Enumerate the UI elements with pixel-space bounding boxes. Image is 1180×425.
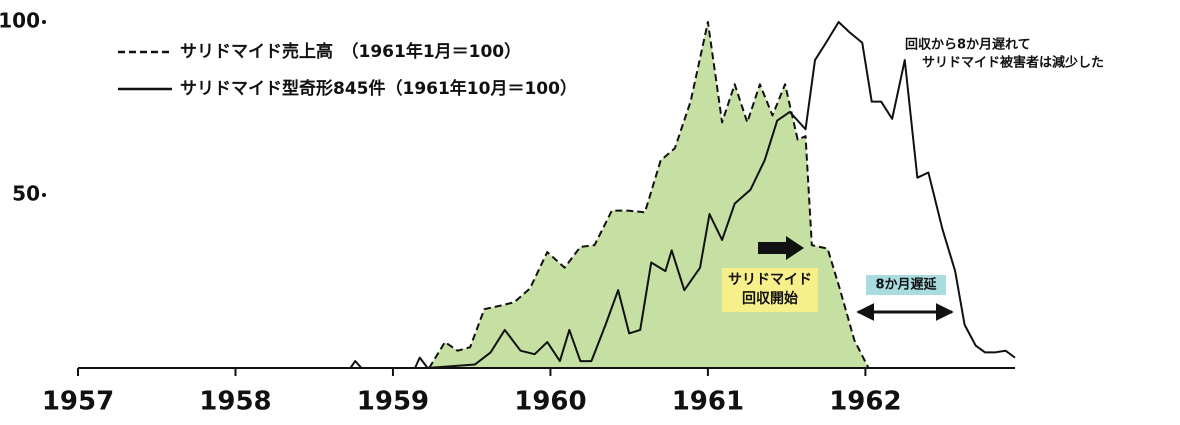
x-tick-label: 1958	[199, 387, 271, 417]
y-tick	[42, 20, 46, 24]
annotation-box	[722, 268, 818, 312]
sales-area	[429, 22, 869, 368]
annotation: サリドマイド被害者は減少した	[922, 55, 1104, 71]
arrow	[758, 236, 804, 260]
annotation-box	[866, 275, 946, 295]
annotation: 回収開始	[742, 290, 798, 307]
y-tick-label: 100	[0, 9, 40, 33]
y-tick-label: 50	[12, 182, 40, 206]
x-tick-label: 1959	[357, 387, 429, 417]
x-tick-label: 1961	[672, 387, 744, 417]
legend-label: サリドマイド型奇形845件（1961年10月＝100）	[180, 78, 577, 99]
series-line	[428, 21, 870, 369]
legend-label: サリドマイド売上高 （1961年1月＝100）	[180, 41, 521, 62]
x-tick-label: 1960	[514, 387, 586, 417]
annotation: 8か月遅延	[875, 277, 937, 293]
annotation: サリドマイド	[728, 272, 812, 288]
y-tick	[42, 193, 46, 197]
x-tick-label: 1957	[42, 387, 114, 417]
x-tick-label: 1962	[829, 387, 901, 417]
annotation: 回収から8か月遅れて	[905, 38, 1031, 53]
series-line	[78, 21, 1016, 369]
